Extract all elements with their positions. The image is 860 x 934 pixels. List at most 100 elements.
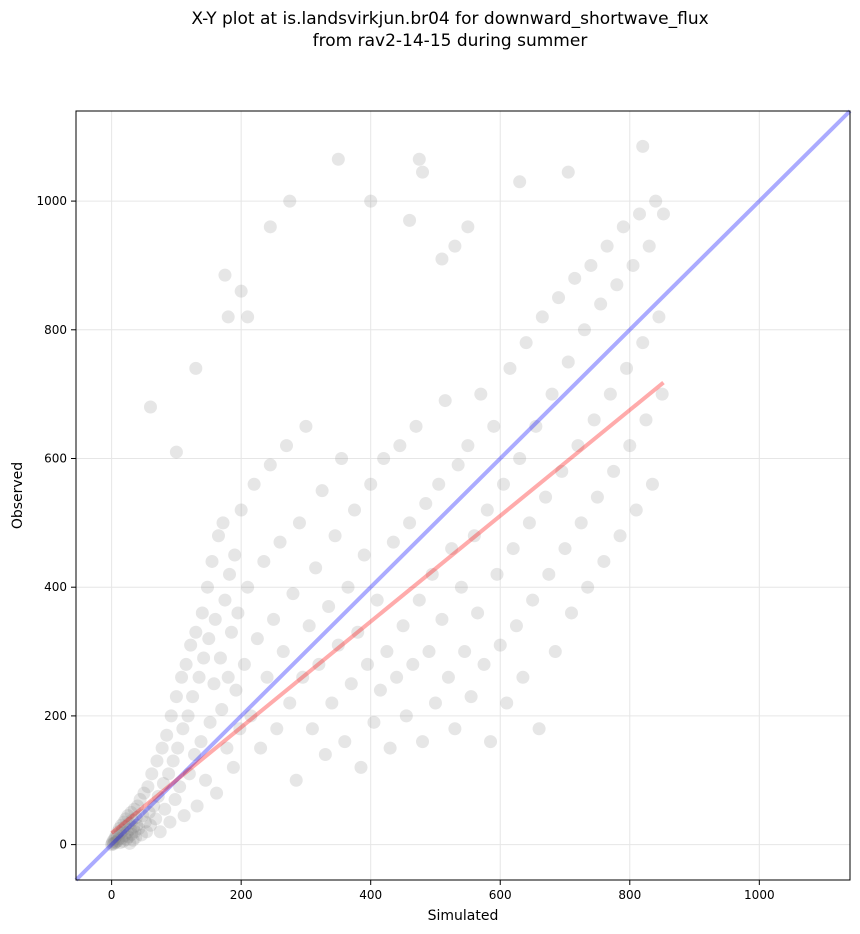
data-point (213, 651, 227, 665)
data-point (513, 451, 527, 465)
data-point (190, 799, 204, 813)
data-point (112, 832, 126, 846)
y-tick-label: 0 (59, 838, 67, 852)
data-point (150, 754, 164, 768)
data-point (432, 477, 446, 491)
data-point (302, 619, 316, 633)
data-point (561, 165, 575, 179)
data-point (121, 830, 135, 844)
data-point (373, 683, 387, 697)
data-point (221, 670, 235, 684)
data-point (435, 612, 449, 626)
chart-title: X-Y plot at is.landsvirkjun.br04 for dow… (0, 8, 860, 52)
data-point (118, 829, 132, 843)
data-point (127, 802, 141, 816)
plot-frame (75, 110, 851, 881)
data-point (484, 735, 498, 749)
data-point (149, 812, 163, 826)
data-point (545, 387, 559, 401)
data-point (273, 535, 287, 549)
data-point (519, 336, 533, 350)
data-point (331, 638, 345, 652)
data-point (270, 722, 284, 736)
data-point (600, 239, 614, 253)
data-point (207, 677, 221, 691)
data-point (163, 815, 177, 829)
data-point (493, 638, 507, 652)
data-point (116, 834, 130, 848)
data-point (234, 284, 248, 298)
data-point (199, 773, 213, 787)
x-tick-label: 600 (489, 888, 512, 902)
data-point (645, 477, 659, 491)
data-point (535, 310, 549, 324)
data-point (496, 477, 510, 491)
data-point (581, 580, 595, 594)
data-point (106, 834, 120, 848)
data-point (305, 722, 319, 736)
data-point (233, 722, 247, 736)
data-point (109, 835, 123, 849)
y-tick-label: 600 (44, 451, 67, 465)
data-point (406, 657, 420, 671)
data-point (419, 497, 433, 511)
data-point (179, 657, 193, 671)
data-point (114, 826, 128, 840)
data-point (377, 451, 391, 465)
data-point (441, 670, 455, 684)
data-point (380, 645, 394, 659)
data-point (477, 657, 491, 671)
data-point (241, 580, 255, 594)
data-point (416, 165, 430, 179)
data-point (132, 822, 146, 836)
data-point (189, 625, 203, 639)
data-point (192, 670, 206, 684)
data-point (123, 822, 137, 836)
data-point (412, 152, 426, 166)
data-point (211, 529, 225, 543)
data-point (145, 767, 159, 781)
data-point (587, 413, 601, 427)
data-point (296, 670, 310, 684)
data-point (464, 690, 478, 704)
data-point (318, 748, 332, 762)
data-point (220, 741, 234, 755)
data-point (322, 600, 336, 614)
data-point (649, 194, 663, 208)
data-point (142, 805, 156, 819)
data-point (584, 258, 598, 272)
data-point (280, 439, 294, 453)
data-point (194, 735, 208, 749)
data-point (109, 830, 123, 844)
data-point (357, 548, 371, 562)
data-point (221, 310, 235, 324)
data-point (130, 818, 144, 832)
data-point (129, 811, 143, 825)
data-point (116, 823, 130, 837)
data-point (448, 722, 462, 736)
chart-title-line1: X-Y plot at is.landsvirkjun.br04 for dow… (191, 9, 709, 29)
data-point (215, 702, 229, 716)
data-point (153, 825, 167, 839)
data-point (445, 542, 459, 556)
data-point (231, 606, 245, 620)
data-point (184, 638, 198, 652)
y-tick-label: 800 (44, 323, 67, 337)
data-point (561, 355, 575, 369)
data-point (138, 815, 152, 829)
data-point (105, 836, 119, 850)
data-point (134, 828, 148, 842)
data-point (197, 651, 211, 665)
x-tick-label: 200 (230, 888, 253, 902)
data-point (254, 741, 268, 755)
data-point (119, 812, 133, 826)
data-point (564, 606, 578, 620)
data-point (189, 361, 203, 375)
data-point (228, 548, 242, 562)
data-point (623, 439, 637, 453)
data-point (133, 793, 147, 807)
data-point (118, 820, 132, 834)
data-point (425, 567, 439, 581)
data-point (168, 793, 182, 807)
data-point (129, 831, 143, 845)
